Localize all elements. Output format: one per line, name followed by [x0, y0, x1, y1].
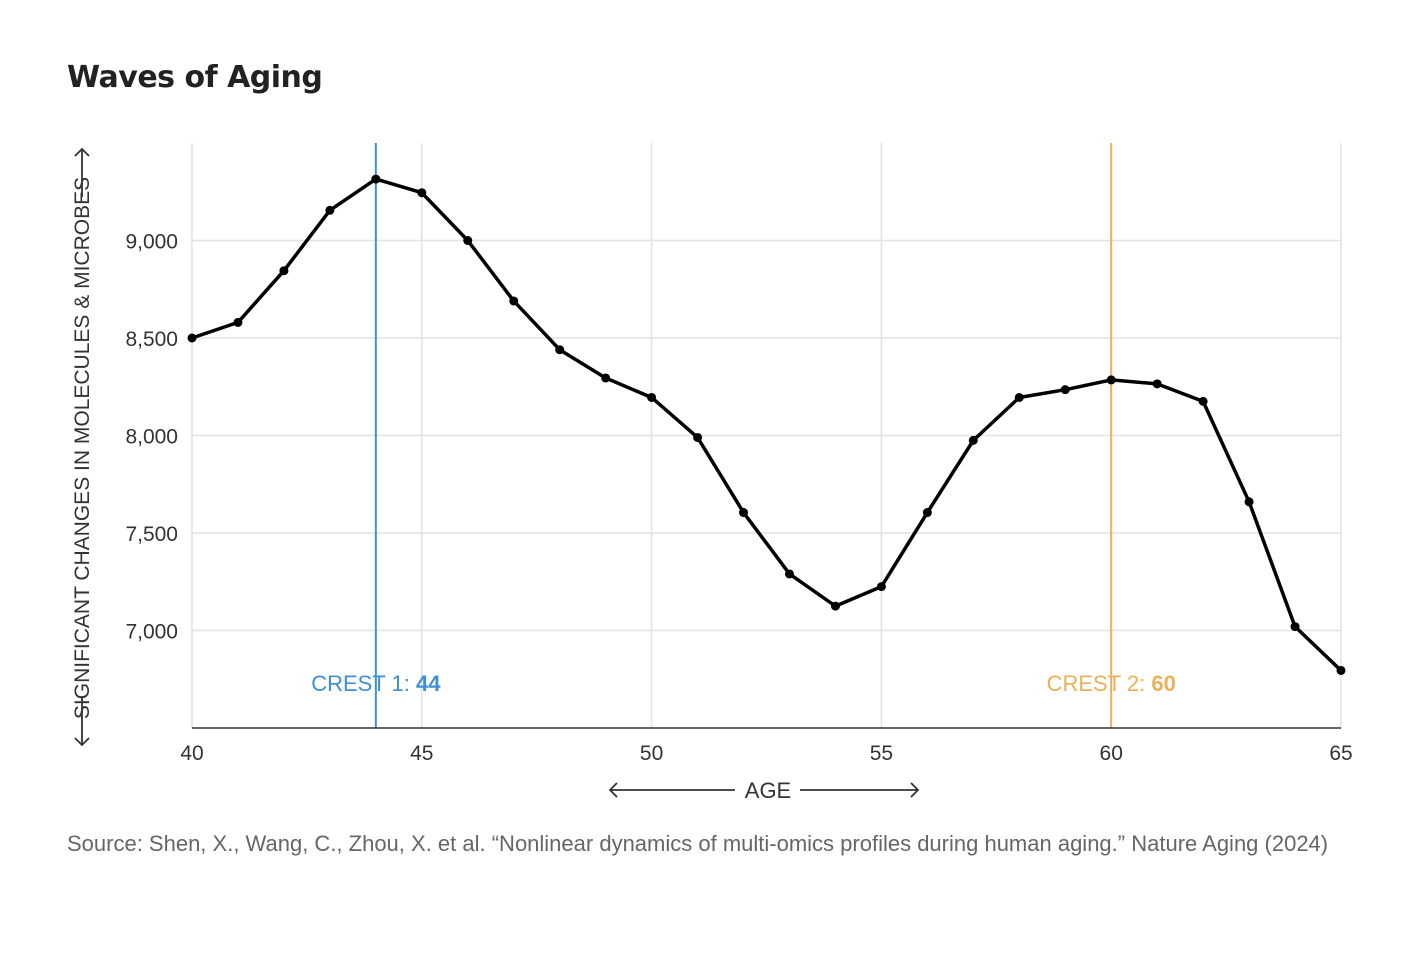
data-point — [233, 317, 243, 327]
data-point — [601, 373, 611, 383]
data-point — [187, 333, 197, 343]
series-line — [190, 177, 1343, 673]
data-point — [1244, 497, 1254, 507]
crest-label-value: 44 — [416, 671, 441, 696]
x-axis-label: AGE — [745, 778, 791, 803]
data-point — [922, 508, 932, 518]
x-tick-label: 50 — [640, 742, 663, 765]
data-point — [417, 188, 427, 198]
source-note: Source: Shen, X., Wang, C., Zhou, X. et … — [67, 831, 1329, 856]
x-tick-label: 55 — [870, 742, 893, 765]
crest-label-1: CREST 1: 44 — [311, 671, 441, 696]
crest-label-value: 60 — [1151, 671, 1175, 696]
x-tick-label: 60 — [1100, 742, 1123, 765]
data-point — [1198, 396, 1208, 406]
grid-lines — [191, 143, 1342, 728]
y-tick-label: 9,000 — [125, 231, 178, 254]
data-point — [1106, 375, 1116, 385]
x-tick-label: 45 — [410, 742, 433, 765]
y-tick-label: 7,000 — [125, 621, 178, 644]
data-point — [279, 266, 289, 276]
data-point — [784, 569, 794, 579]
data-point — [647, 392, 657, 402]
arrow-head — [910, 782, 920, 798]
data-point — [509, 296, 519, 306]
crest-label-text: CREST 1: — [311, 671, 416, 696]
arrow-head — [608, 782, 618, 798]
crest-annotations: CREST 1: 44 CREST 2: 60 — [311, 143, 1176, 728]
crest-label-2: CREST 2: 60 — [1047, 671, 1176, 696]
data-point — [876, 582, 886, 592]
y-tick-label: 7,500 — [125, 523, 178, 546]
y-axis-label: SIGNIFICANT CHANGES IN MOLECULES & MICRO… — [71, 177, 94, 719]
data-point — [830, 601, 840, 611]
data-point — [968, 435, 978, 445]
chart-title: Waves of Aging — [67, 60, 323, 95]
y-tick-label: 8,500 — [125, 328, 178, 351]
data-point — [1014, 392, 1024, 402]
arrow-head — [74, 147, 90, 157]
arrow-head — [74, 737, 90, 747]
data-point — [739, 508, 749, 518]
crest-label-text: CREST 2: — [1047, 671, 1152, 696]
y-tick-label: 8,000 — [125, 426, 178, 449]
data-point — [555, 345, 565, 355]
x-tick-label: 40 — [180, 742, 203, 765]
data-point — [1290, 622, 1300, 632]
data-point — [1152, 379, 1162, 389]
data-point — [325, 205, 335, 215]
data-point — [371, 174, 381, 184]
data-series — [187, 174, 1346, 675]
data-point — [1060, 385, 1070, 395]
data-point — [693, 432, 703, 442]
axis-labels: 40 45 50 55 60 65 7,000 7,500 8,000 8,500 9,000 AGE… — [71, 147, 1353, 803]
x-tick-label: 65 — [1329, 742, 1352, 765]
data-point — [1336, 665, 1346, 675]
data-point — [463, 236, 473, 245]
